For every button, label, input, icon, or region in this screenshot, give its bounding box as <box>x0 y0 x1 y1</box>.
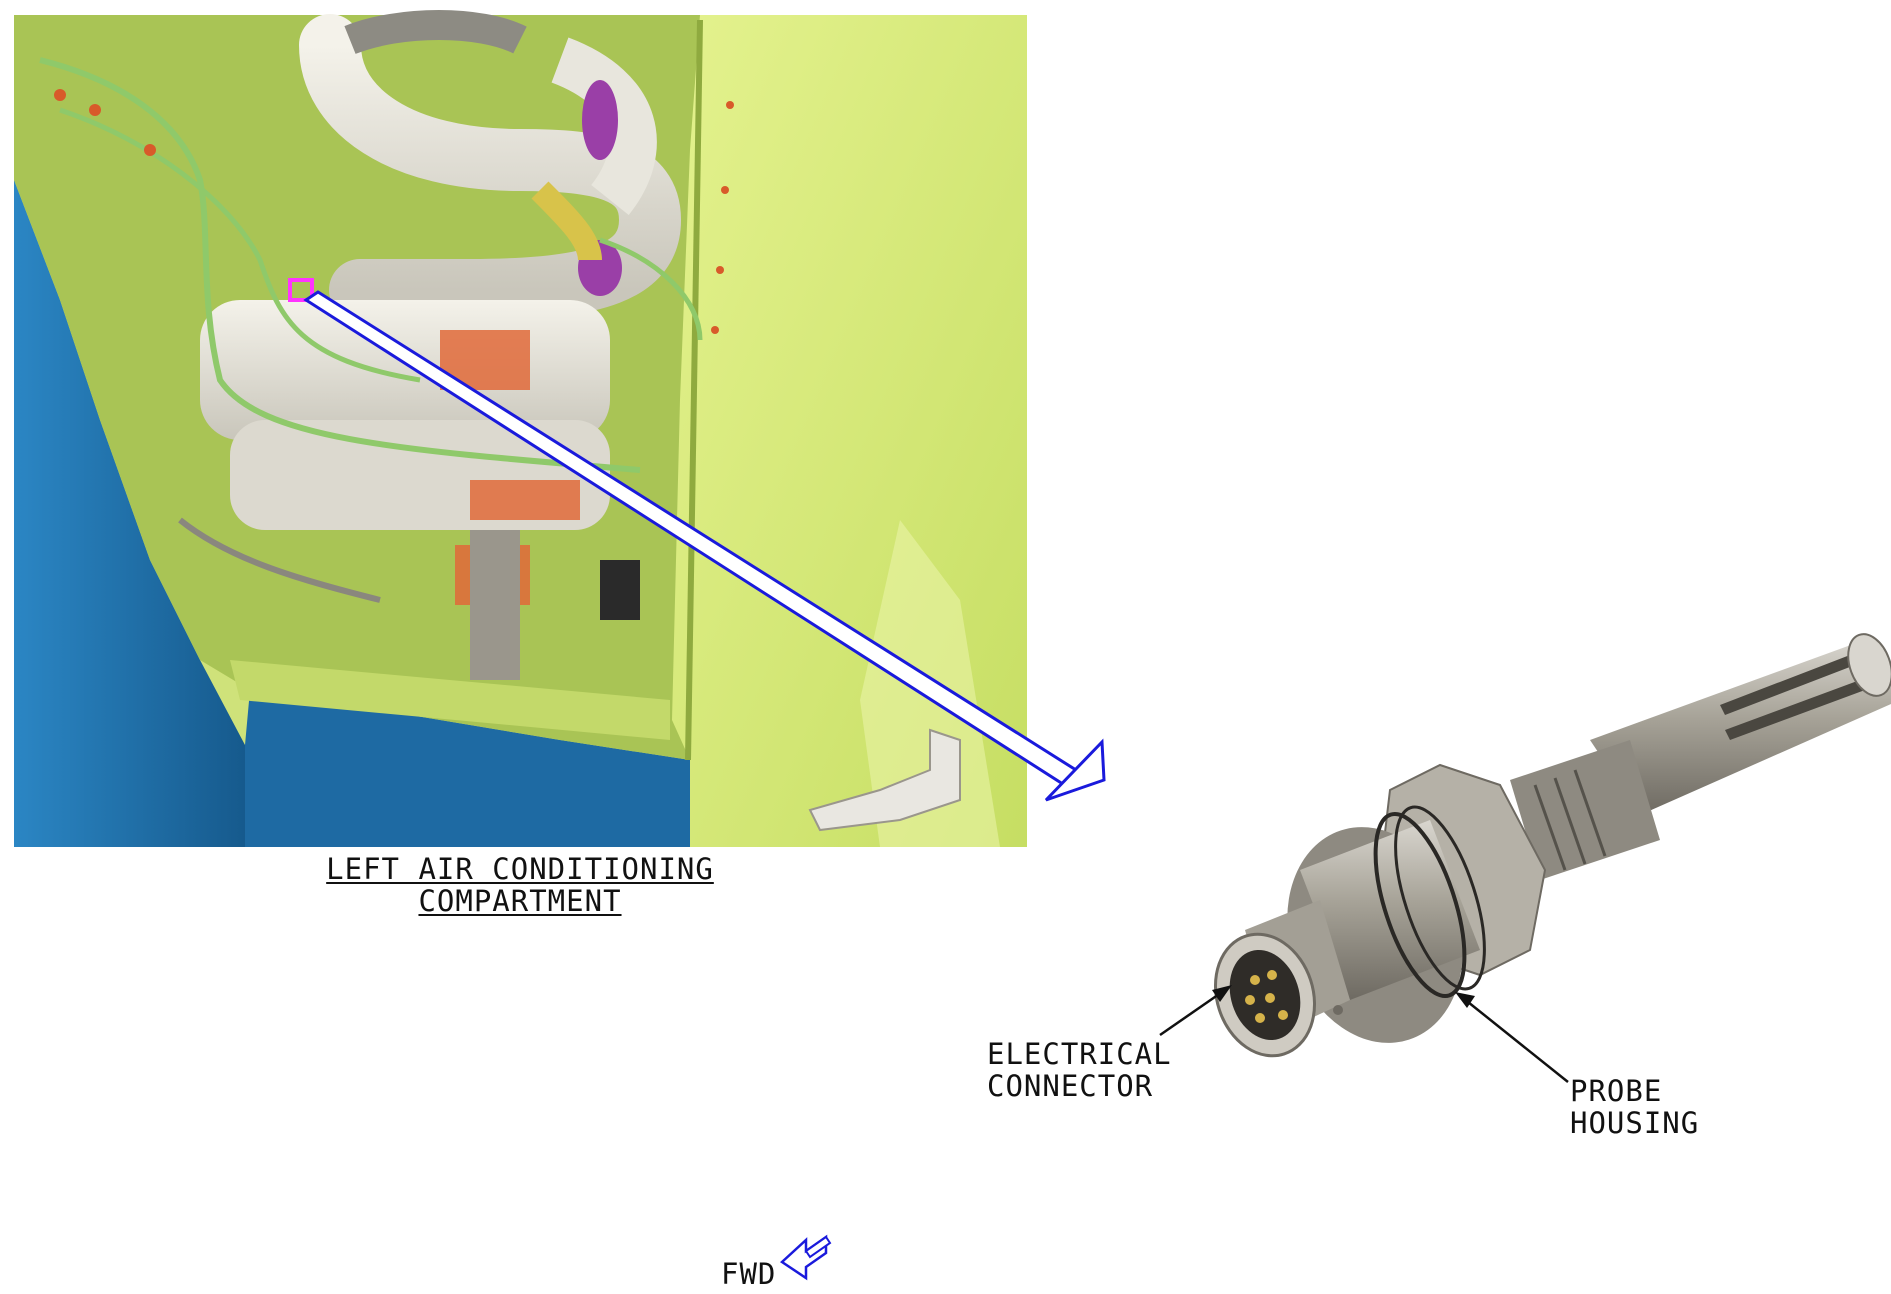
probe-housing-body <box>1300 820 1480 1000</box>
purple-clamp-upper <box>582 80 618 160</box>
callout-arrow-head <box>1044 738 1106 802</box>
electrical-connector-label-line1: ELECTRICAL <box>987 1037 1172 1071</box>
fwd-label: FWD <box>721 1257 777 1291</box>
probe-slot-1 <box>1720 655 1855 715</box>
door-fastener-2 <box>721 186 729 194</box>
connector-pin-6 <box>1278 1010 1288 1020</box>
duct-top-fitting <box>344 10 527 55</box>
door-latch <box>808 728 961 832</box>
fuselage-skin <box>14 180 245 847</box>
housing-ring-1 <box>1373 812 1467 998</box>
temperature-probe <box>1213 633 1891 1058</box>
yellow-duct <box>531 181 602 262</box>
curved-duct <box>550 37 657 215</box>
connector-pin-4 <box>1265 993 1275 1003</box>
door-fastener-1 <box>726 101 734 109</box>
lower-tubing <box>178 517 381 603</box>
door-fastener-4 <box>711 326 719 334</box>
electrical-connector-leader <box>1159 988 1226 1037</box>
leader-lines <box>1159 985 1569 1083</box>
door-edge <box>685 19 703 761</box>
probe-housing-label-line2: HOUSING <box>1570 1106 1700 1140</box>
connector-pin-2 <box>1267 970 1277 980</box>
callout-arrow <box>303 290 1106 802</box>
vertical-pipe <box>470 530 520 680</box>
probe-location-highlight <box>288 278 314 302</box>
connector-pin-5 <box>1255 1013 1265 1023</box>
housing-screw <box>1333 1005 1343 1015</box>
compartment-label-line2: COMPARTMENT <box>418 884 622 918</box>
thread-line-2 <box>1553 777 1587 865</box>
compartment-view <box>14 10 1027 847</box>
fitting-3 <box>144 144 156 156</box>
wire-harness-2 <box>59 107 421 383</box>
fitting-2 <box>89 104 101 116</box>
orange-clamp-2 <box>470 480 580 520</box>
probe-threads <box>1510 740 1660 880</box>
fitting-1 <box>54 89 66 101</box>
thread-line-1 <box>1533 784 1567 871</box>
black-valve <box>600 560 640 620</box>
wire-harness-1 <box>39 57 641 473</box>
housing-ring-2 <box>1394 805 1486 991</box>
lower-skin-panel <box>245 690 690 847</box>
wire-harness-3 <box>599 237 703 341</box>
probe-housing-leader <box>1462 997 1569 1083</box>
fwd-arrow-icon <box>779 1234 832 1281</box>
connector-pin-3 <box>1245 995 1255 1005</box>
electrical-connector-label-line2: CONNECTOR <box>987 1069 1154 1103</box>
electrical-connector-arrowhead <box>1212 985 1232 1002</box>
door-fastener-3 <box>716 266 724 274</box>
compartment-label-line1: LEFT AIR CONDITIONING <box>326 852 714 886</box>
probe-housing-arrowhead <box>1455 992 1475 1008</box>
thread-line-3 <box>1573 769 1607 857</box>
probe-slot-2 <box>1725 680 1865 740</box>
heat-exchanger <box>200 300 610 440</box>
probe-tip <box>1847 633 1891 697</box>
probe-housing-label-line1: PROBE <box>1570 1074 1663 1108</box>
connector-pin-1 <box>1250 975 1260 985</box>
compartment-floor-frame <box>230 660 670 740</box>
